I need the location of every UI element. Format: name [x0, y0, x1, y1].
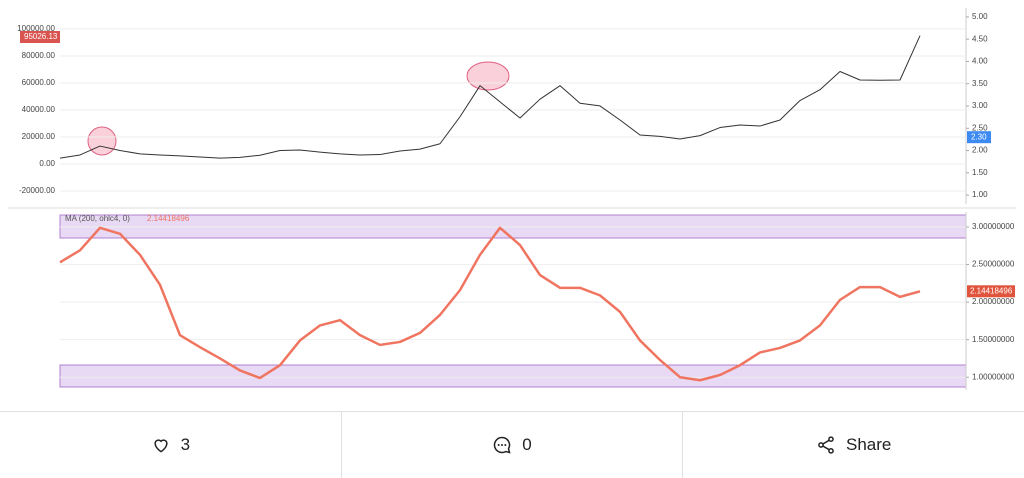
last-price-label: 95026.13 [24, 32, 58, 41]
y2-tick-label: 4.50 [972, 34, 988, 43]
y2-tick-label: 5.00 [972, 12, 988, 21]
price-marker [967, 131, 991, 144]
comment-button[interactable]: 0 [342, 412, 684, 478]
y-tick-label: 80000.00 [22, 51, 56, 60]
y-tick-label: 60000.00 [22, 78, 56, 87]
y2-tick-label: 3.00000000 [972, 222, 1015, 231]
share-button[interactable]: Share [683, 412, 1024, 478]
indicator-name: MA (200, ohlc4, 0) [65, 214, 130, 223]
y2-tick-label: 3.00 [972, 101, 988, 110]
highlight-circle [87, 126, 117, 156]
y2-tick-label: 2.00 [972, 146, 988, 155]
y-tick-label: 0.00 [39, 159, 55, 168]
share-icon [818, 436, 834, 454]
y2-tick-label: 4.00 [972, 57, 988, 66]
upper-band [59, 214, 967, 239]
y2-tick-label: 3.50 [972, 79, 988, 88]
series-line [59, 35, 921, 159]
y2-tick-label: 2.50 [972, 123, 988, 132]
y2-tick-label: 2.00000000 [972, 297, 1015, 306]
share-label: Share [845, 435, 892, 454]
y2-tick-label: 1.50000000 [972, 335, 1015, 344]
last-price-badge [20, 31, 60, 43]
post-actions: 3 0 Share [0, 411, 1024, 478]
lower-band [59, 364, 967, 388]
last-value-badge [967, 285, 1015, 298]
comment-count: 0 [522, 435, 532, 454]
grid [60, 28, 966, 378]
heart-icon [154, 439, 168, 453]
y2-tick-label: 1.00 [972, 190, 988, 199]
highlight-circle [466, 61, 510, 91]
chart: MA (200, ohlc4, 0) 2.14418496 100000.00 8… [8, 4, 1016, 390]
indicator-value: 2.14418496 [147, 214, 190, 223]
like-count: 3 [180, 435, 191, 454]
like-button[interactable]: 3 [0, 412, 342, 478]
y2-tick-label: 1.00000000 [972, 372, 1015, 381]
y-tick-label: 40000.00 [22, 105, 56, 114]
series-line [59, 226, 921, 382]
last-value-label: 2.14418496 [970, 286, 1013, 295]
y-tick-label: 100000.00 [17, 24, 55, 33]
chart-card [8, 4, 1016, 390]
y2-tick-label: 2.50000000 [972, 260, 1015, 269]
price-marker-label: 2.30 [971, 132, 987, 141]
y-tick-label: 20000.00 [22, 132, 56, 141]
comment-icon [494, 436, 511, 454]
y2-tick-label: 1.50 [972, 168, 988, 177]
y-tick-label: -20000.00 [19, 186, 56, 195]
